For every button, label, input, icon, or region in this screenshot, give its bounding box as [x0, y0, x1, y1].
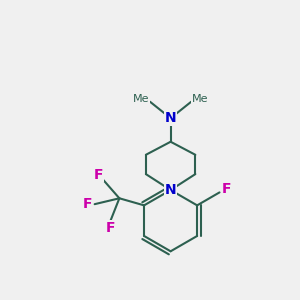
Text: Me: Me [192, 94, 208, 104]
Text: F: F [222, 182, 231, 197]
Text: Me: Me [133, 94, 149, 104]
Text: F: F [83, 197, 92, 211]
Text: F: F [106, 221, 115, 235]
Text: F: F [93, 168, 103, 182]
Text: N: N [165, 111, 176, 125]
Text: N: N [165, 183, 176, 197]
